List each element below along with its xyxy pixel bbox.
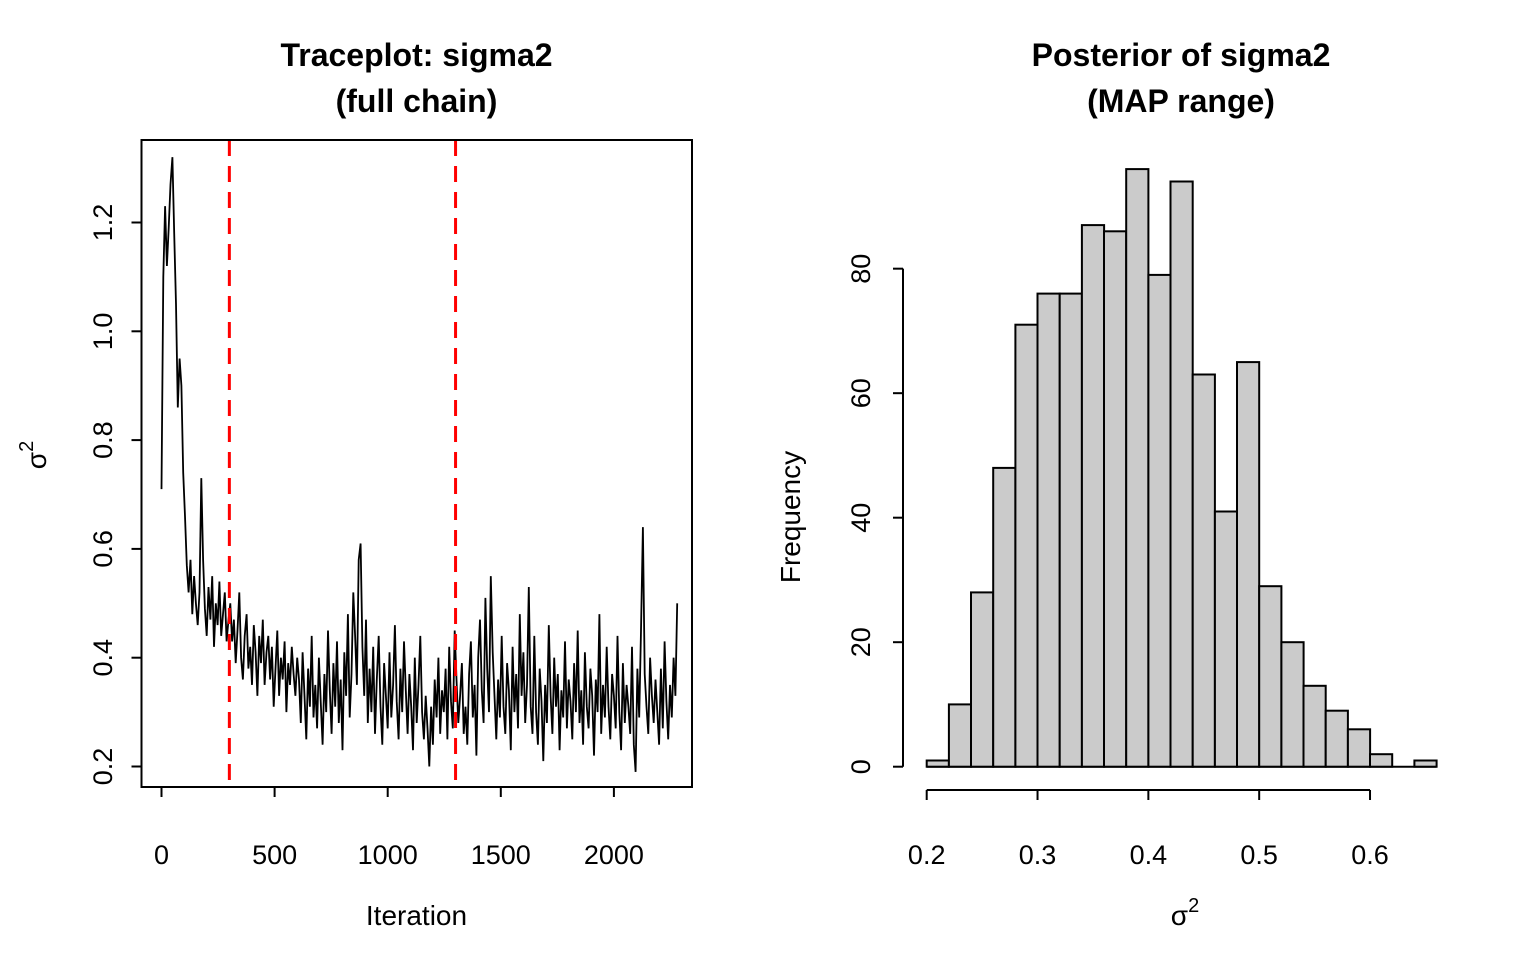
histogram-bar bbox=[1236, 361, 1261, 768]
x-tick-label: 0 bbox=[154, 840, 169, 870]
histogram-bar bbox=[1280, 641, 1305, 768]
x-tick-label: 0.2 bbox=[908, 840, 946, 870]
traceplot-y-axis-label: σ2 bbox=[16, 441, 52, 469]
x-tick-label: 2000 bbox=[584, 840, 644, 870]
y-tick-label: 0.6 bbox=[88, 530, 118, 568]
histogram-bar bbox=[1169, 180, 1194, 768]
histogram-bar bbox=[1213, 510, 1239, 768]
y-tick-label: 40 bbox=[846, 503, 876, 533]
traceplot-x-axis: 0 500 1000 1500 2000 bbox=[154, 787, 644, 870]
x-tick-label: 1000 bbox=[358, 840, 418, 870]
x-tick-label: 0.3 bbox=[1019, 840, 1057, 870]
histogram-bars bbox=[925, 168, 1438, 768]
x-tick-label: 0.4 bbox=[1130, 840, 1168, 870]
histogram-y-axis: 0 20 40 60 80 bbox=[846, 254, 904, 774]
histogram-bar bbox=[947, 703, 973, 768]
trace-line bbox=[160, 157, 679, 772]
histogram-bar bbox=[1346, 728, 1372, 768]
histogram-bar bbox=[925, 759, 950, 768]
y-tick-label: 0.4 bbox=[88, 639, 118, 677]
histogram-x-axis-label: σ2 bbox=[1171, 895, 1199, 931]
histogram-title: Posterior of sigma2 bbox=[1032, 37, 1331, 73]
histogram-bar bbox=[1080, 224, 1106, 768]
plot-box bbox=[140, 139, 693, 788]
histogram-subtitle: (MAP range) bbox=[1087, 83, 1275, 119]
x-tick-label: 500 bbox=[252, 840, 297, 870]
histogram-bar bbox=[1302, 684, 1327, 768]
y-tick-label: 1.0 bbox=[88, 313, 118, 351]
x-tick-label: 0.6 bbox=[1351, 840, 1389, 870]
histogram-bar bbox=[970, 591, 995, 768]
sigma-symbol: σ bbox=[21, 452, 52, 469]
sigma-symbol: σ bbox=[1171, 900, 1188, 931]
histogram-bar bbox=[992, 466, 1017, 768]
y-tick-label: 0.2 bbox=[88, 748, 118, 786]
traceplot-subtitle: (full chain) bbox=[336, 83, 498, 119]
histogram-panel: Posterior of sigma2 (MAP range) 0.2 0.3 0.… bbox=[775, 37, 1438, 931]
histogram-bar bbox=[1014, 323, 1039, 768]
sigma-superscript: 2 bbox=[1188, 895, 1199, 917]
histogram-bar bbox=[1058, 292, 1083, 768]
traceplot-title: Traceplot: sigma2 bbox=[280, 37, 552, 73]
traceplot-panel: Traceplot: sigma2 (full chain) 0 500 1000 1… bbox=[16, 37, 693, 931]
histogram-bar bbox=[1103, 230, 1128, 768]
y-tick-label: 1.2 bbox=[88, 204, 118, 242]
x-tick-label: 1500 bbox=[471, 840, 531, 870]
y-tick-label: 0.8 bbox=[88, 421, 118, 459]
histogram-bar bbox=[1191, 373, 1216, 768]
sigma-superscript: 2 bbox=[16, 441, 38, 452]
traceplot-x-axis-label: Iteration bbox=[366, 900, 467, 931]
histogram-bar bbox=[1413, 759, 1438, 768]
histogram-bar bbox=[1036, 292, 1061, 768]
y-tick-label: 20 bbox=[846, 627, 876, 657]
histogram-x-axis: 0.2 0.3 0.4 0.5 0.6 bbox=[908, 789, 1389, 870]
histogram-bar bbox=[1258, 585, 1283, 768]
histogram-bar bbox=[1324, 709, 1349, 768]
traceplot-plot-area bbox=[160, 140, 679, 787]
x-tick-label: 0.5 bbox=[1240, 840, 1278, 870]
histogram-y-axis-label: Frequency bbox=[775, 451, 806, 583]
traceplot-y-axis: 0.2 0.4 0.6 0.8 1.0 1.2 bbox=[88, 204, 142, 786]
histogram-bar bbox=[1147, 273, 1172, 768]
y-tick-label: 80 bbox=[846, 254, 876, 284]
y-tick-label: 0 bbox=[846, 759, 876, 774]
y-tick-label: 60 bbox=[846, 378, 876, 408]
histogram-bar bbox=[1125, 168, 1150, 768]
histogram-bar bbox=[1369, 753, 1394, 768]
